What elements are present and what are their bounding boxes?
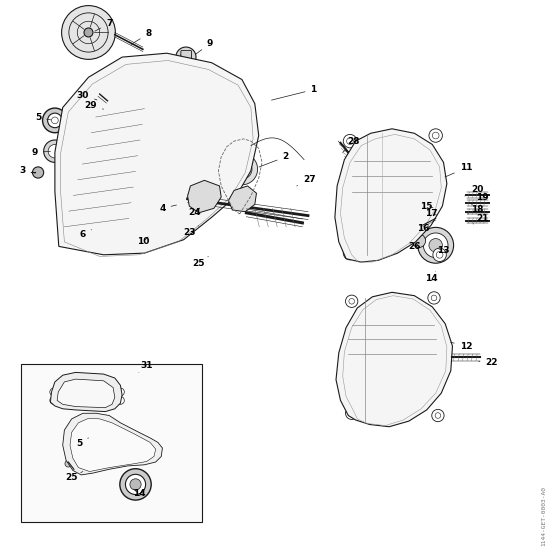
Text: 9: 9 (195, 39, 213, 54)
Polygon shape (188, 180, 221, 213)
Circle shape (120, 469, 151, 500)
Circle shape (88, 221, 105, 238)
Text: 14: 14 (133, 489, 145, 498)
Circle shape (130, 479, 141, 490)
Text: 12: 12 (451, 342, 472, 351)
FancyBboxPatch shape (141, 228, 158, 241)
Circle shape (32, 167, 44, 178)
Circle shape (429, 239, 442, 252)
Text: 28: 28 (343, 137, 360, 152)
Text: 13: 13 (437, 246, 450, 255)
Polygon shape (336, 292, 452, 427)
Circle shape (69, 428, 97, 456)
Circle shape (48, 144, 62, 158)
Text: 21: 21 (473, 214, 489, 224)
Text: 19: 19 (472, 193, 489, 204)
Circle shape (101, 99, 114, 112)
Text: 17: 17 (425, 209, 437, 218)
Text: 8: 8 (131, 29, 152, 44)
Text: 3: 3 (19, 166, 35, 175)
Circle shape (116, 396, 124, 404)
Circle shape (84, 28, 93, 37)
Text: 22: 22 (479, 358, 498, 367)
Circle shape (48, 113, 62, 128)
Text: 18: 18 (468, 206, 483, 214)
Text: 24: 24 (189, 208, 201, 217)
Circle shape (43, 108, 67, 133)
FancyBboxPatch shape (181, 50, 192, 63)
Circle shape (433, 248, 446, 262)
Circle shape (116, 388, 124, 396)
Circle shape (423, 233, 448, 258)
Polygon shape (63, 413, 162, 475)
Text: 25: 25 (193, 256, 208, 268)
Circle shape (346, 407, 358, 419)
Text: 30: 30 (77, 91, 97, 100)
Circle shape (383, 187, 403, 207)
Circle shape (62, 6, 115, 59)
Text: 29: 29 (85, 101, 104, 110)
Polygon shape (228, 186, 256, 212)
Text: 23: 23 (183, 226, 199, 237)
Polygon shape (57, 379, 115, 408)
Text: 25: 25 (66, 472, 83, 482)
Circle shape (50, 396, 58, 404)
Text: 5: 5 (35, 113, 51, 122)
Circle shape (385, 349, 402, 366)
Circle shape (196, 187, 216, 207)
Text: 1144-GET-0003-A0: 1144-GET-0003-A0 (541, 486, 546, 546)
Circle shape (346, 295, 358, 307)
Circle shape (351, 315, 435, 399)
Text: 11: 11 (445, 164, 472, 177)
Text: 27: 27 (297, 175, 315, 186)
Text: 14: 14 (425, 272, 437, 283)
Circle shape (44, 140, 66, 162)
Circle shape (343, 134, 357, 148)
Circle shape (78, 438, 87, 447)
Circle shape (226, 153, 258, 185)
Text: 5: 5 (76, 438, 88, 448)
Text: 10: 10 (137, 237, 149, 246)
Circle shape (432, 409, 444, 422)
Text: 4: 4 (159, 204, 176, 213)
Text: 16: 16 (417, 224, 430, 233)
Circle shape (418, 227, 454, 263)
Circle shape (146, 143, 174, 171)
Circle shape (429, 129, 442, 142)
Text: 20: 20 (465, 185, 483, 196)
Text: 15: 15 (421, 202, 433, 211)
Polygon shape (335, 129, 447, 262)
Text: 6: 6 (80, 230, 92, 239)
Circle shape (428, 200, 440, 212)
Circle shape (176, 47, 196, 67)
Circle shape (412, 234, 426, 248)
Text: 7: 7 (95, 19, 113, 31)
Text: 2: 2 (259, 152, 289, 167)
Circle shape (351, 155, 435, 239)
Circle shape (50, 388, 58, 396)
Bar (21, 364, 202, 522)
Circle shape (428, 292, 440, 304)
Text: 1: 1 (272, 85, 317, 100)
Polygon shape (50, 372, 122, 412)
Circle shape (65, 460, 72, 467)
Circle shape (343, 246, 357, 260)
Polygon shape (70, 418, 156, 472)
Polygon shape (55, 53, 259, 255)
Text: 9: 9 (31, 148, 50, 157)
Text: 26: 26 (408, 242, 421, 251)
Circle shape (106, 104, 213, 210)
Circle shape (125, 474, 146, 494)
Circle shape (74, 433, 92, 451)
Text: 31: 31 (139, 361, 153, 372)
